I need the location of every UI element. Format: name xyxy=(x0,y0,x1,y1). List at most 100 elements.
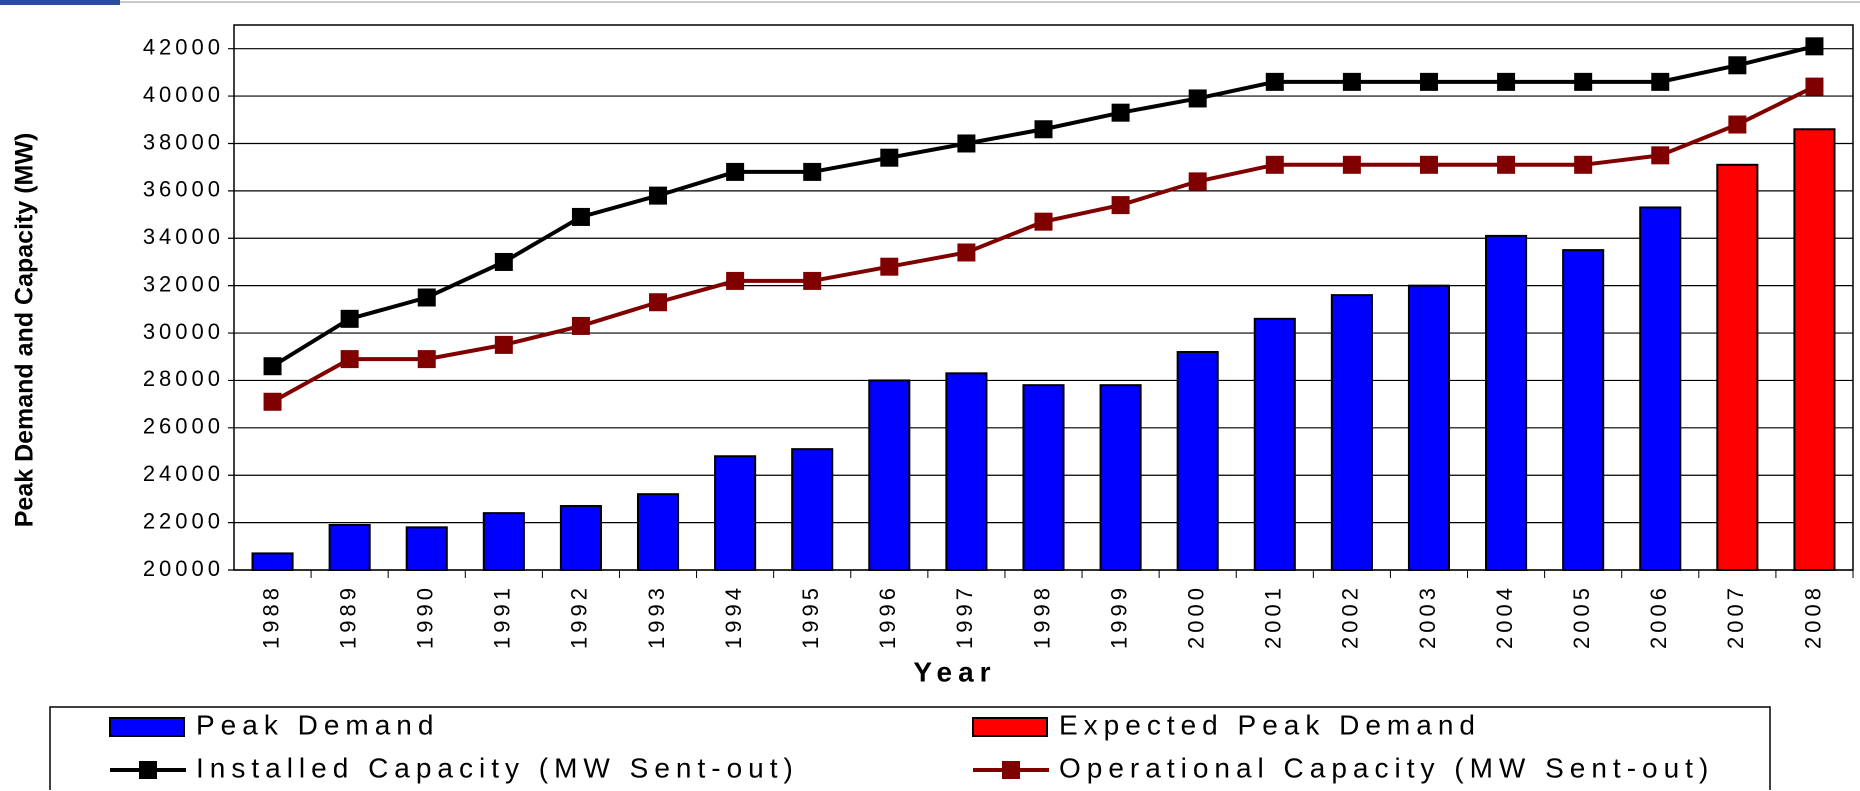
y-tick-label: 38000 xyxy=(143,129,224,154)
bar xyxy=(1485,234,1528,572)
marker xyxy=(803,162,822,181)
y-tick-label: 34000 xyxy=(143,224,224,249)
marker xyxy=(1188,172,1207,191)
bar xyxy=(1793,128,1836,571)
marker xyxy=(571,316,590,335)
marker xyxy=(1034,212,1053,231)
y-tick-label: 20000 xyxy=(143,556,224,581)
marker xyxy=(1342,155,1361,174)
marker xyxy=(417,288,436,307)
x-tick-label: 1996 xyxy=(875,584,900,649)
marker xyxy=(1419,155,1438,174)
marker xyxy=(1574,72,1593,91)
x-tick-label: 1998 xyxy=(1029,584,1054,649)
marker xyxy=(263,357,282,376)
y-tick-label: 22000 xyxy=(143,508,224,533)
x-tick-label: 1991 xyxy=(490,584,515,649)
bar xyxy=(1176,351,1219,571)
bar xyxy=(328,523,371,572)
x-tick-label: 1995 xyxy=(798,584,823,649)
marker xyxy=(340,309,359,328)
marker xyxy=(1497,155,1516,174)
bar xyxy=(945,372,988,571)
bar xyxy=(791,448,834,571)
x-axis-title: Year xyxy=(913,656,996,687)
marker xyxy=(1574,155,1593,174)
y-tick-label: 32000 xyxy=(143,271,224,296)
y-tick-label: 24000 xyxy=(143,461,224,486)
bar xyxy=(1253,317,1296,571)
bar xyxy=(1639,206,1682,572)
marker xyxy=(880,257,899,276)
marker xyxy=(957,134,976,153)
marker xyxy=(263,392,282,411)
y-tick-label: 28000 xyxy=(143,366,224,391)
marker xyxy=(726,271,745,290)
legend-box xyxy=(49,706,1771,790)
x-tick-label: 1989 xyxy=(335,584,360,649)
x-tick-label: 1992 xyxy=(567,584,592,649)
bar xyxy=(868,379,911,571)
legend-swatch xyxy=(109,717,185,737)
marker xyxy=(1342,72,1361,91)
marker xyxy=(957,243,976,262)
x-tick-label: 2004 xyxy=(1492,584,1517,649)
marker xyxy=(1111,103,1130,122)
marker xyxy=(726,162,745,181)
x-tick-label: 2000 xyxy=(1184,584,1209,649)
bar xyxy=(714,455,757,571)
x-tick-label: 1990 xyxy=(413,584,438,649)
bar xyxy=(1407,284,1451,571)
bar xyxy=(1716,163,1759,571)
marker xyxy=(340,350,359,369)
legend-label: Installed Capacity (MW Sent-out) xyxy=(196,752,799,783)
marker xyxy=(1497,72,1516,91)
marker xyxy=(1265,155,1284,174)
x-tick-label: 1993 xyxy=(644,584,669,649)
x-tick-label: 2003 xyxy=(1415,584,1440,649)
x-tick-label: 2001 xyxy=(1261,584,1286,649)
marker xyxy=(803,271,822,290)
x-tick-label: 2005 xyxy=(1569,584,1594,649)
marker xyxy=(1805,77,1824,96)
x-tick-label: 1999 xyxy=(1106,584,1131,649)
bar xyxy=(636,493,680,572)
marker xyxy=(494,252,513,271)
marker xyxy=(571,207,590,226)
marker xyxy=(1265,72,1284,91)
x-tick-label: 1997 xyxy=(952,584,977,649)
legend-label: Operational Capacity (MW Sent-out) xyxy=(1059,752,1714,783)
bar xyxy=(482,512,525,571)
y-tick-label: 40000 xyxy=(143,82,224,107)
x-tick-label: 2008 xyxy=(1800,584,1825,649)
bar xyxy=(251,552,294,571)
x-tick-label: 1988 xyxy=(258,584,283,649)
bar xyxy=(405,526,448,572)
marker xyxy=(1034,120,1053,139)
y-axis-title: Peak Demand and Capacity (MW) xyxy=(11,133,39,528)
marker xyxy=(649,293,668,312)
marker xyxy=(1651,72,1670,91)
bar xyxy=(1022,384,1065,571)
y-tick-label: 42000 xyxy=(143,35,224,60)
marker xyxy=(1111,196,1130,215)
marker xyxy=(649,186,668,205)
bar xyxy=(1330,294,1373,571)
header-accent xyxy=(0,0,120,5)
x-tick-label: 1994 xyxy=(721,584,746,649)
legend-label: Expected Peak Demand xyxy=(1059,709,1481,740)
marker xyxy=(494,335,513,354)
legend-swatch xyxy=(1002,761,1020,779)
bar xyxy=(559,505,602,571)
marker xyxy=(1419,72,1438,91)
marker xyxy=(1728,56,1747,75)
marker xyxy=(1188,89,1207,108)
x-tick-label: 2006 xyxy=(1646,584,1671,649)
marker xyxy=(880,148,899,167)
marker xyxy=(1805,37,1824,56)
bar xyxy=(1562,249,1605,571)
legend-swatch xyxy=(972,717,1048,737)
y-tick-label: 30000 xyxy=(143,319,224,344)
x-tick-label: 2007 xyxy=(1723,584,1748,649)
